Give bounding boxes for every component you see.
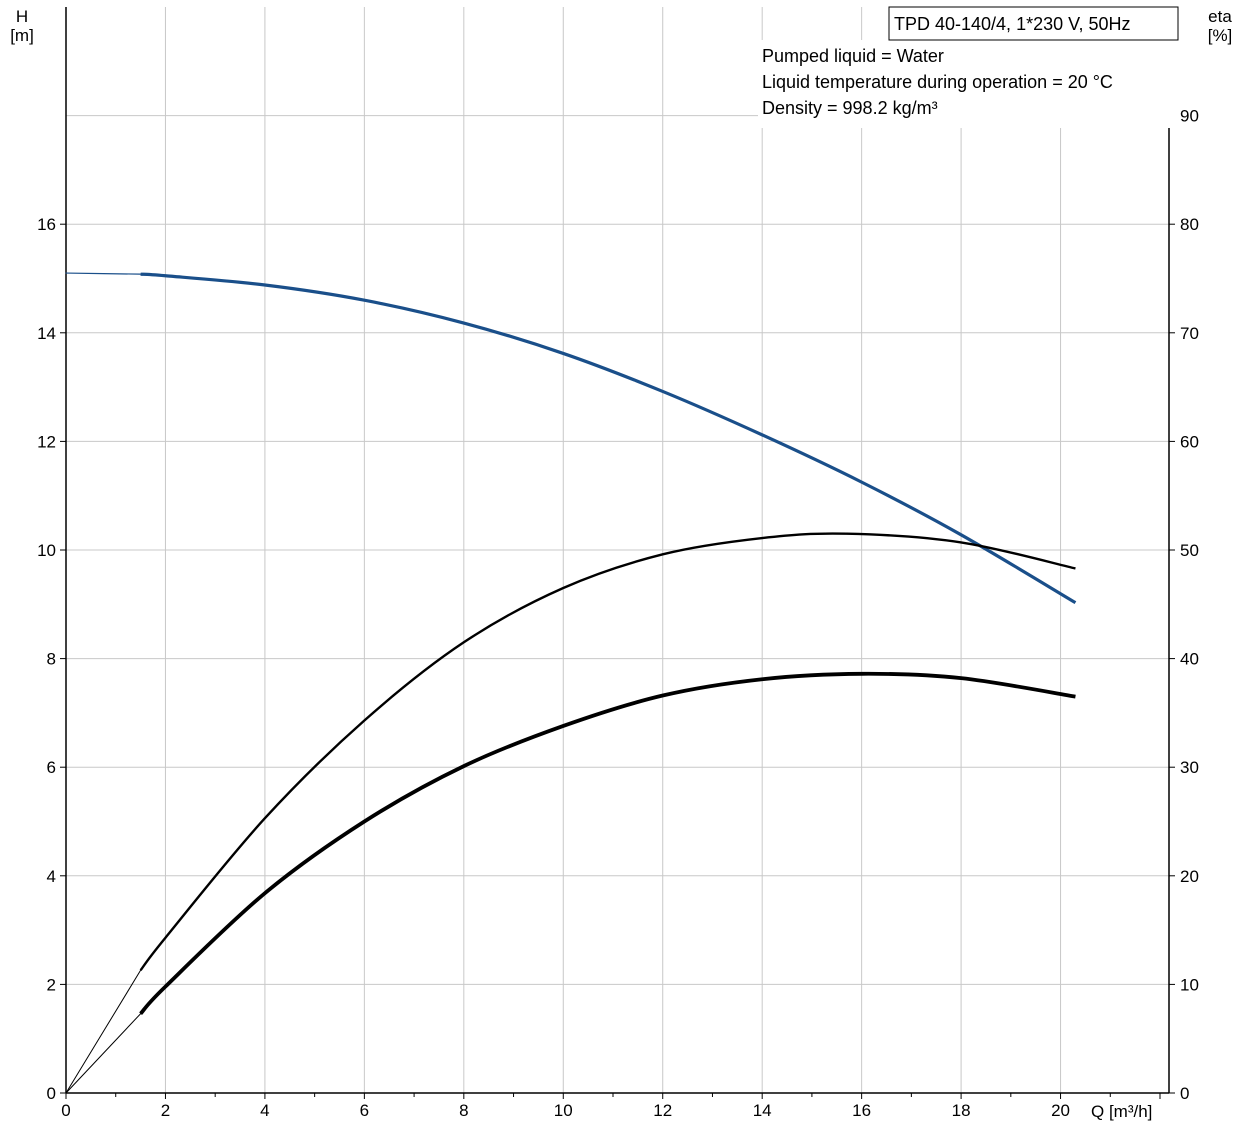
axes: [60, 7, 1175, 1099]
y-left-tick-label: 14: [37, 324, 56, 343]
head-curve-extension: [65, 272, 142, 275]
efficiency-curve-total-extension: [65, 1013, 142, 1094]
y-left-tick-label: 8: [47, 650, 56, 669]
pump-title: TPD 40-140/4, 1*230 V, 50Hz: [894, 14, 1131, 34]
x-tick-label: 2: [161, 1101, 170, 1120]
y-right-tick-label: 0: [1180, 1084, 1189, 1103]
x-tick-label: 10: [554, 1101, 573, 1120]
y-right-tick-label: 60: [1180, 432, 1199, 451]
y-right-tick-label: 30: [1180, 758, 1199, 777]
x-axis-label: Q [m³/h]: [1091, 1102, 1152, 1121]
efficiency-curve-pump-group: [65, 532, 1076, 1094]
x-tick-label: 12: [653, 1101, 672, 1120]
x-tick-label: 8: [459, 1101, 468, 1120]
info-liquid: Pumped liquid = Water: [762, 46, 944, 66]
head-curve-group: [65, 272, 1077, 605]
y-left-axis-unit: [m]: [10, 26, 34, 45]
x-tick-label: 0: [61, 1101, 70, 1120]
info-density: Density = 998.2 kg/m³: [762, 98, 938, 118]
y-right-tick-label: 90: [1180, 107, 1199, 126]
y-left-tick-label: 4: [47, 867, 56, 886]
y-right-axis-unit: [%]: [1208, 26, 1233, 45]
y-right-tick-label: 50: [1180, 541, 1199, 560]
y-left-axis-label: H: [16, 7, 28, 26]
efficiency-curve-total-group: [65, 671, 1076, 1094]
curves: [65, 272, 1077, 1094]
y-right-tick-label: 80: [1180, 215, 1199, 234]
info-temperature: Liquid temperature during operation = 20…: [762, 72, 1113, 92]
x-tick-label: 6: [360, 1101, 369, 1120]
x-tick-label: 20: [1051, 1101, 1070, 1120]
grid-lines: [66, 7, 1169, 1093]
x-tick-label: 4: [260, 1101, 269, 1120]
x-tick-label: 18: [952, 1101, 971, 1120]
y-right-tick-label: 10: [1180, 975, 1199, 994]
x-tick-label: 16: [852, 1101, 871, 1120]
efficiency-curve-pump-extension: [65, 969, 142, 1094]
y-right-axis-label: eta: [1208, 7, 1232, 26]
y-right-tick-label: 20: [1180, 867, 1199, 886]
head-curve: [140, 272, 1077, 605]
y-left-tick-label: 10: [37, 541, 56, 560]
x-tick-label: 14: [753, 1101, 772, 1120]
tick-labels: 0 2 4 6 8 10 12 14 16 18 20 0 2 4 6 8 10 12 14 16 0 10 20 30 40 5…: [37, 107, 1199, 1120]
efficiency-curve-total: [139, 671, 1076, 1016]
y-left-tick-label: 16: [37, 215, 56, 234]
efficiency-curve-pump: [139, 532, 1076, 972]
y-right-tick-label: 70: [1180, 324, 1199, 343]
y-left-tick-label: 12: [37, 432, 56, 451]
title-box: [888, 6, 1179, 41]
y-left-tick-label: 2: [47, 975, 56, 994]
y-left-tick-label: 6: [47, 758, 56, 777]
info-panel-background: [758, 40, 1178, 128]
y-right-tick-label: 40: [1180, 650, 1199, 669]
y-left-tick-label: 0: [47, 1084, 56, 1103]
